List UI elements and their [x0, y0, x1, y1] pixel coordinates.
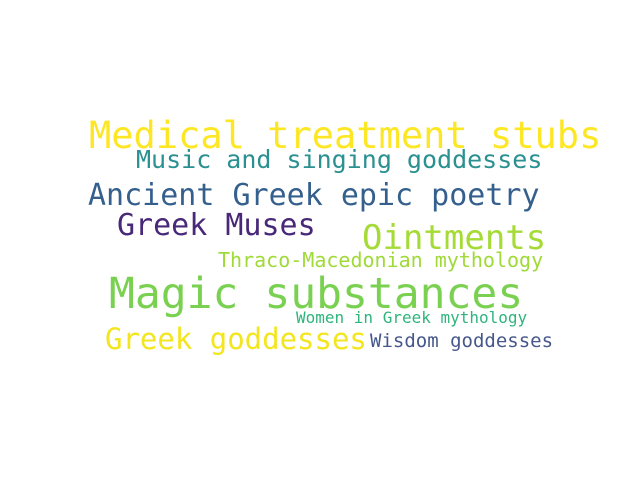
- word-ancient-greek-epic-poetry: Ancient Greek epic poetry: [88, 178, 540, 213]
- word-greek-muses: Greek Muses: [117, 208, 316, 243]
- word-medical-treatment-stubs: Medical treatment stubs: [89, 114, 602, 157]
- word-greek-goddesses: Greek goddesses: [105, 322, 367, 356]
- word-thraco-macedonian-mythology: Thraco-Macedonian mythology: [218, 248, 544, 272]
- word-magic-substances: Magic substances: [109, 269, 524, 319]
- word-wisdom-goddesses: Wisdom goddesses: [370, 330, 554, 352]
- word-ointments: Ointments: [362, 218, 547, 258]
- word-music-and-singing-goddesses: Music and singing goddesses: [136, 145, 543, 174]
- word-women-in-greek-mythology: Women in Greek mythology: [296, 308, 528, 327]
